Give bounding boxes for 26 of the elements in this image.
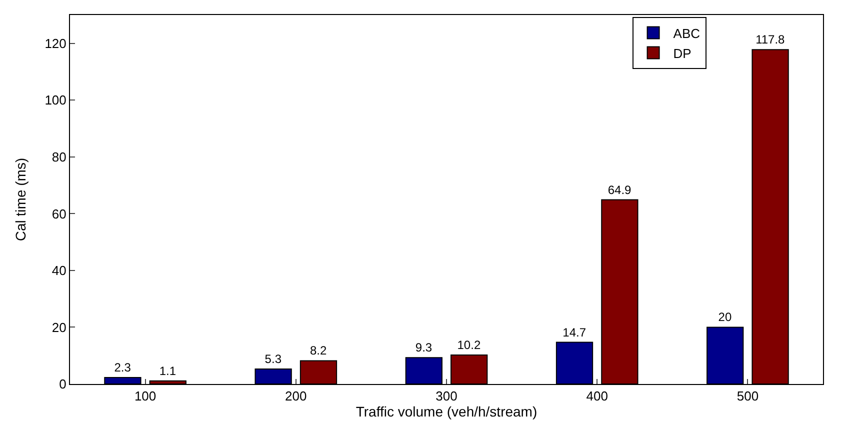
- x-tick-label: 500: [736, 388, 759, 404]
- data-label: 64.9: [608, 182, 632, 197]
- data-label: 5.3: [264, 352, 282, 366]
- data-label: 117.8: [756, 32, 786, 47]
- x-tick-label: 400: [586, 388, 608, 404]
- data-label: 1.1: [159, 364, 176, 378]
- legend-label: ABC: [673, 26, 700, 41]
- y-tick-label: 80: [52, 149, 66, 164]
- y-axis-title: Cal time (ms): [12, 158, 28, 242]
- y-tick-label: 40: [52, 263, 66, 278]
- data-label: 9.3: [415, 340, 432, 355]
- legend-label: DP: [673, 46, 692, 61]
- y-tick-label: 120: [44, 36, 66, 51]
- y-tick-label: 100: [44, 92, 66, 108]
- x-tick-label: 200: [285, 388, 307, 404]
- y-tick-label: 0: [59, 376, 66, 392]
- x-axis-title: Traffic volume (veh/h/stream): [356, 404, 538, 420]
- data-label: 2.3: [114, 360, 132, 374]
- data-label: 20: [718, 310, 732, 324]
- x-tick-label: 100: [134, 388, 156, 404]
- x-tick-label: 300: [436, 388, 458, 404]
- data-label: 8.2: [310, 344, 327, 358]
- y-tick-label: 20: [52, 320, 66, 335]
- y-tick-label: 60: [52, 206, 66, 222]
- data-label: 14.7: [562, 325, 586, 340]
- data-label: 10.2: [457, 338, 481, 352]
